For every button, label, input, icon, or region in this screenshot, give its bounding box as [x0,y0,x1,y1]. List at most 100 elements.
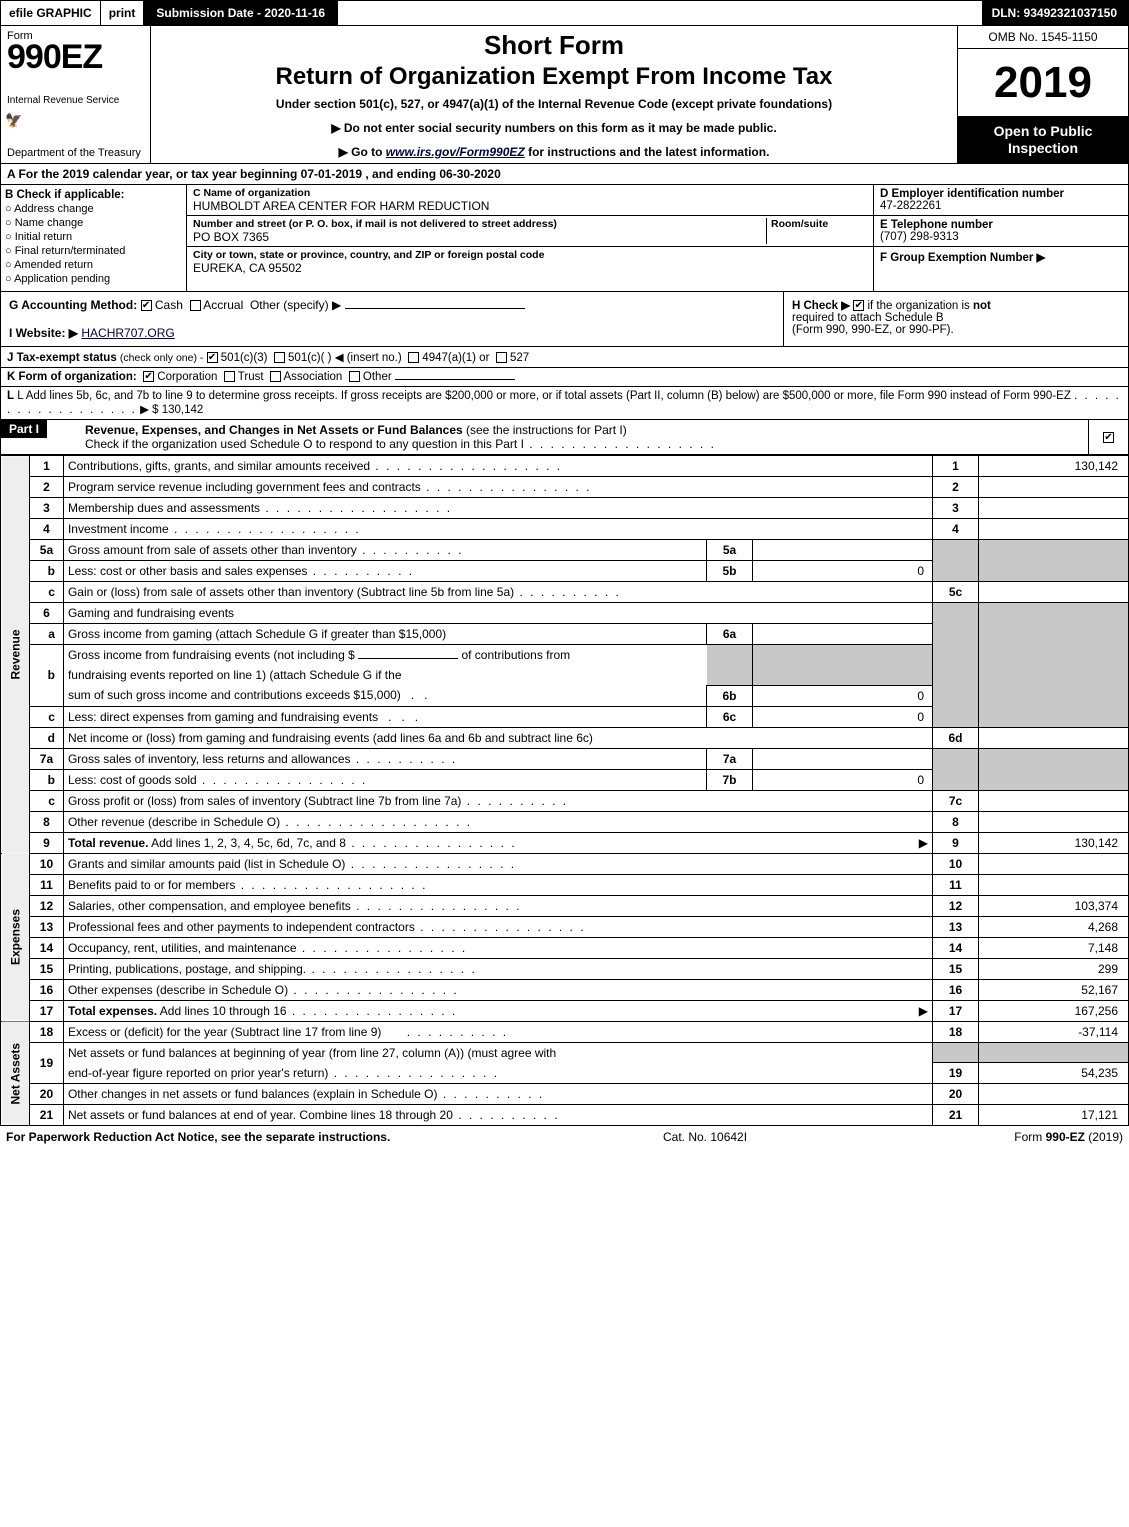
submission-date: Submission Date - 2020-11-16 [144,1,338,25]
chk-application-pending[interactable]: Application pending [5,273,182,285]
l17-outnum: 17 [933,1000,979,1021]
j-4947-checkbox[interactable] [408,352,419,363]
part-i-label: Part I [1,420,47,438]
column-d-identifiers: D Employer identification number 47-2822… [873,185,1128,291]
chk-name-change[interactable]: Name change [5,217,182,229]
form-header: Form 990EZ 🦅 Department of the Treasury … [0,26,1129,164]
l6b-mid-grey [707,645,753,686]
irs-link[interactable]: www.irs.gov/Form990EZ [386,145,525,159]
l18-outnum: 18 [933,1021,979,1042]
l4-desc: Investment income [68,522,361,536]
line-11: 11 Benefits paid to or for members 11 [1,874,1129,895]
footer-form-pre: Form [1014,1130,1045,1144]
l7b-midnum: 7b [707,769,753,790]
page-footer: For Paperwork Reduction Act Notice, see … [0,1126,1129,1148]
footer-form-ref: Form 990-EZ (2019) [943,1130,1123,1144]
g-label: G Accounting Method: [9,298,137,312]
accrual-checkbox[interactable] [190,300,201,311]
j-501c3-checkbox[interactable]: ✔ [207,352,218,363]
telephone-label: E Telephone number [880,219,1122,231]
return-title: Return of Organization Exempt From Incom… [157,63,951,91]
l6d-outnum: 6d [933,727,979,748]
l5a-num: 5a [29,540,63,561]
l21-desc: Net assets or fund balances at end of ye… [68,1108,560,1122]
l16-desc: Other expenses (describe in Schedule O) [68,983,459,997]
b-header: B Check if applicable: [5,189,182,201]
ein-value: 47-2822261 [880,200,1122,212]
cash-checkbox[interactable]: ✔ [141,300,152,311]
l2-outnum: 2 [933,477,979,498]
chk-final-return[interactable]: Final return/terminated [5,245,182,257]
line-3: 3 Membership dues and assessments 3 [1,498,1129,519]
k-corp-checkbox[interactable]: ✔ [143,371,154,382]
h-checkbox[interactable]: ✔ [853,300,864,311]
l21-outnum: 21 [933,1105,979,1126]
h-not: not [973,300,991,312]
part-i-title2: (see the instructions for Part I) [466,423,627,437]
footer-cat-no: Cat. No. 10642I [663,1130,943,1144]
j-501c-checkbox[interactable] [274,352,285,363]
chk-address-change[interactable]: Address change [5,203,182,215]
l20-outnum: 20 [933,1084,979,1105]
chk-initial-return[interactable]: Initial return [5,231,182,243]
l6a-midnum: 6a [707,624,753,645]
l6c-num: c [29,706,63,727]
k-trust-checkbox[interactable] [224,371,235,382]
l4-outnum: 4 [933,519,979,540]
other-label: Other (specify) ▶ [250,298,341,312]
header-left: Form 990EZ 🦅 Department of the Treasury … [1,26,151,163]
l12-outval: 103,374 [979,895,1129,916]
efile-graphic-button[interactable]: efile GRAPHIC [1,1,101,25]
l17-desc: Total expenses. [68,1004,157,1018]
telephone-value: (707) 298-9313 [880,231,1122,243]
form-number: 990EZ [7,38,144,77]
l4-outval [979,519,1129,540]
l16-outnum: 16 [933,979,979,1000]
k-form-of-org-row: K Form of organization: ✔ Corporation Tr… [0,368,1129,386]
line-5a: 5a Gross amount from sale of assets othe… [1,540,1129,561]
l10-desc: Grants and similar amounts paid (list in… [68,857,516,871]
k-other-label: Other [363,371,392,383]
omb-number: OMB No. 1545-1150 [958,26,1128,49]
l2-num: 2 [29,477,63,498]
l5c-outval [979,582,1129,603]
l5b-midval: 0 [753,561,933,582]
l13-outnum: 13 [933,916,979,937]
k-other-checkbox[interactable] [349,371,360,382]
l3-desc: Membership dues and assessments [68,501,452,515]
header-right: OMB No. 1545-1150 2019 Open to Public In… [958,26,1128,163]
l5ab-outval-grey [979,540,1129,582]
part-i-schedule-o-checkbox[interactable]: ✔ [1103,432,1114,443]
l8-num: 8 [29,811,63,832]
l5c-desc: Gain or (loss) from sale of assets other… [68,585,621,599]
l6b-amount-field[interactable] [358,658,458,659]
h-text2: if the organization is [867,300,969,312]
l6d-outval [979,727,1129,748]
j-4947-label: 4947(a)(1) or [422,352,489,364]
l10-outval [979,853,1129,874]
l20-num: 20 [29,1084,63,1105]
city-state-zip: EUREKA, CA 95502 [193,261,867,275]
l21-num: 21 [29,1105,63,1126]
k-other-field[interactable] [395,379,515,380]
group-exemption-label: F Group Exemption Number ▶ [880,252,1045,264]
l-gross-receipts-row: L L Add lines 5b, 6c, and 7b to line 9 t… [0,386,1129,420]
l7c-outval [979,790,1129,811]
org-name-label: C Name of organization [193,187,867,199]
other-specify-field[interactable] [345,308,525,309]
go-to-text: ▶ Go to www.irs.gov/Form990EZ for instru… [157,145,951,159]
l6a-midval [753,624,933,645]
print-button[interactable]: print [101,1,145,25]
line-6d: d Net income or (loss) from gaming and f… [1,727,1129,748]
website-link[interactable]: HACHR707.ORG [81,326,174,340]
j-527-label: 527 [510,352,529,364]
k-assoc-checkbox[interactable] [270,371,281,382]
chk-amended-return[interactable]: Amended return [5,259,182,271]
l17-outval: 167,256 [979,1000,1129,1021]
j-527-checkbox[interactable] [496,352,507,363]
irs-label: Internal Revenue Service [7,96,119,106]
department-label: Department of the Treasury [7,147,144,159]
l11-num: 11 [29,874,63,895]
l7a-midnum: 7a [707,748,753,769]
l10-outnum: 10 [933,853,979,874]
